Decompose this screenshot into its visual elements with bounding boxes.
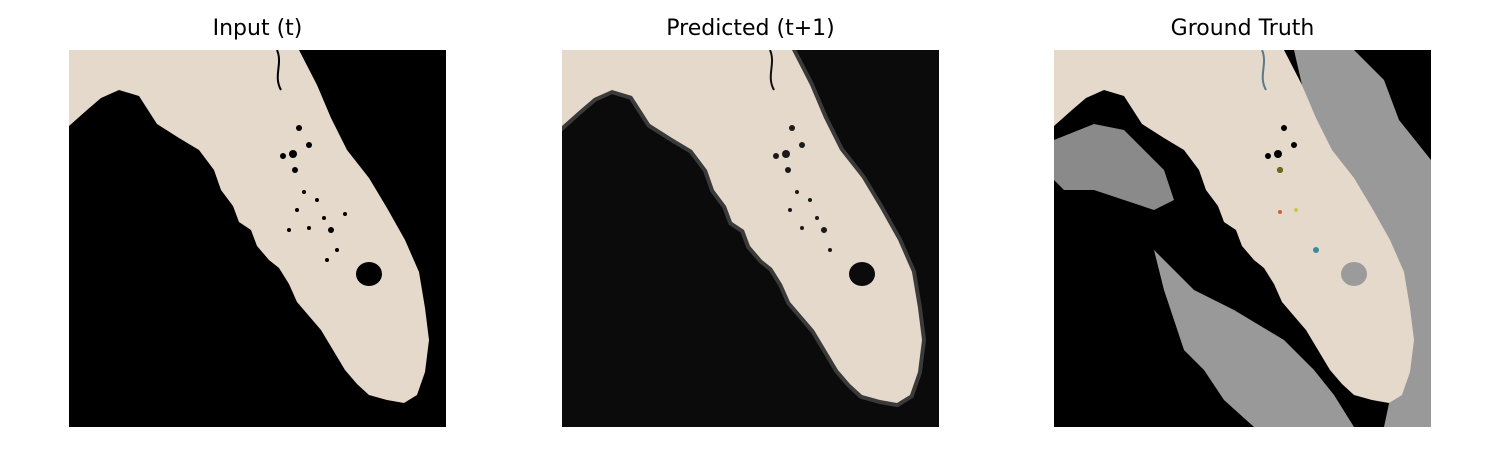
panel-input: Input (t) — [69, 0, 446, 450]
florida-landmass — [562, 50, 922, 403]
cloud-cover-northwest — [1054, 124, 1174, 210]
panel-title-input: Input (t) — [212, 16, 303, 41]
river — [276, 50, 282, 91]
panel-predicted: Predicted (t+1) — [562, 0, 939, 450]
panel-title-predicted: Predicted (t+1) — [666, 16, 835, 41]
cloud-cover-southwest — [1154, 250, 1354, 427]
river — [769, 50, 775, 91]
inland-lakes — [280, 125, 347, 262]
panel-title-ground-truth: Ground Truth — [1170, 16, 1315, 41]
river — [1261, 50, 1267, 91]
ground-truth-map-image — [1054, 50, 1431, 427]
florida-landmass — [1054, 50, 1414, 403]
florida-landmass — [69, 50, 429, 403]
lake-okeechobee — [356, 262, 382, 286]
inland-lakes — [773, 125, 832, 252]
colored-pixels — [1277, 167, 1319, 253]
lake-okeechobee — [849, 262, 875, 286]
lake-okeechobee — [1341, 262, 1367, 286]
panel-ground-truth: Ground Truth — [1054, 0, 1431, 450]
input-map-image — [69, 50, 446, 427]
predicted-map-image — [562, 50, 939, 427]
